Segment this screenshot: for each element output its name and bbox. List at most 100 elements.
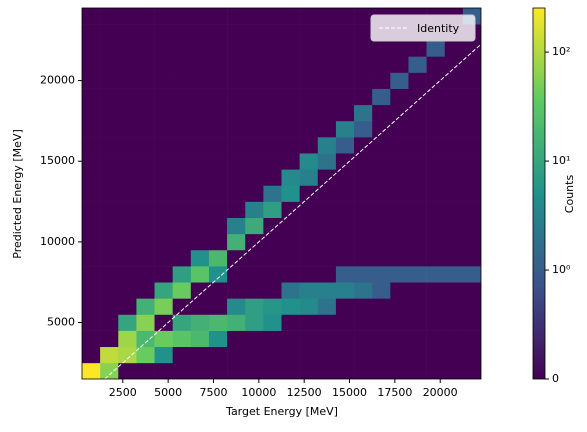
x-tick-label: 7500 bbox=[199, 386, 227, 399]
cell bbox=[317, 266, 337, 283]
cell bbox=[172, 314, 192, 331]
cell bbox=[118, 8, 137, 25]
cell bbox=[227, 104, 246, 122]
cell bbox=[372, 282, 391, 299]
cell bbox=[136, 185, 155, 202]
cell bbox=[208, 233, 228, 251]
cell bbox=[245, 217, 264, 235]
cell bbox=[190, 72, 210, 89]
cell bbox=[444, 217, 464, 235]
cell bbox=[281, 8, 300, 25]
cell bbox=[190, 298, 210, 315]
cell bbox=[372, 249, 391, 267]
cell bbox=[444, 282, 464, 299]
cell bbox=[354, 137, 373, 154]
cell bbox=[462, 217, 481, 235]
cell bbox=[190, 282, 210, 299]
cell bbox=[354, 217, 373, 235]
cell bbox=[462, 40, 481, 57]
colorbar-tick-label: 10² bbox=[552, 45, 570, 58]
x-axis-label: Target Energy [MeV] bbox=[225, 405, 338, 418]
cell bbox=[335, 233, 355, 251]
cell bbox=[208, 249, 228, 267]
cell bbox=[462, 153, 481, 170]
cell bbox=[299, 298, 319, 315]
cell bbox=[281, 137, 300, 154]
cell bbox=[335, 282, 355, 299]
cell bbox=[154, 137, 173, 154]
cell bbox=[462, 266, 481, 283]
cell bbox=[82, 8, 101, 25]
y-axis-label: Predicted Energy [MeV] bbox=[11, 129, 24, 259]
cell bbox=[335, 40, 355, 57]
cell bbox=[354, 153, 373, 170]
cell bbox=[281, 266, 300, 283]
cell bbox=[118, 104, 137, 122]
cell bbox=[444, 314, 464, 331]
cell bbox=[118, 298, 137, 315]
cell bbox=[82, 217, 101, 235]
cell bbox=[118, 169, 137, 186]
cell bbox=[426, 249, 446, 267]
cell bbox=[408, 104, 427, 122]
cell bbox=[462, 249, 481, 267]
cell bbox=[335, 88, 355, 106]
cell bbox=[136, 217, 155, 235]
cell bbox=[444, 362, 464, 379]
cell bbox=[172, 120, 192, 138]
cell bbox=[172, 153, 192, 170]
cell bbox=[462, 88, 481, 106]
cell bbox=[136, 362, 155, 379]
cell bbox=[408, 137, 427, 154]
cell bbox=[118, 233, 137, 251]
cell bbox=[335, 346, 355, 364]
cell bbox=[299, 346, 319, 364]
cell bbox=[408, 330, 427, 348]
cell bbox=[281, 88, 300, 106]
cell bbox=[208, 201, 228, 218]
cell bbox=[335, 362, 355, 379]
cell bbox=[444, 266, 464, 283]
cell bbox=[426, 40, 446, 57]
cell bbox=[335, 249, 355, 267]
cell bbox=[354, 169, 373, 186]
x-tick-label: 20000 bbox=[423, 386, 458, 399]
cell bbox=[172, 346, 192, 364]
cell bbox=[408, 120, 427, 138]
cell bbox=[208, 298, 228, 315]
cell bbox=[154, 72, 173, 89]
cell bbox=[245, 169, 264, 186]
cell bbox=[100, 330, 119, 348]
cell bbox=[299, 104, 319, 122]
cell bbox=[136, 88, 155, 106]
cell bbox=[426, 169, 446, 186]
cell bbox=[118, 120, 137, 138]
cell bbox=[154, 346, 173, 364]
cell bbox=[281, 201, 300, 218]
cell bbox=[462, 104, 481, 122]
cell bbox=[335, 24, 355, 41]
cell bbox=[190, 120, 210, 138]
cell bbox=[190, 169, 210, 186]
cell bbox=[408, 282, 427, 299]
cell bbox=[227, 282, 246, 299]
cell bbox=[354, 282, 373, 299]
cell bbox=[335, 137, 355, 154]
cell bbox=[208, 185, 228, 202]
cell bbox=[426, 120, 446, 138]
cell bbox=[462, 56, 481, 73]
cell bbox=[154, 120, 173, 138]
cell bbox=[172, 24, 192, 41]
cell bbox=[100, 8, 119, 25]
cell bbox=[372, 120, 391, 138]
cell bbox=[100, 88, 119, 106]
cell bbox=[317, 201, 337, 218]
cell bbox=[426, 346, 446, 364]
cell bbox=[100, 266, 119, 283]
cell bbox=[462, 120, 481, 138]
cell bbox=[299, 72, 319, 89]
cell bbox=[354, 346, 373, 364]
cell bbox=[390, 201, 409, 218]
cell bbox=[444, 201, 464, 218]
x-tick-label: 2500 bbox=[109, 386, 137, 399]
